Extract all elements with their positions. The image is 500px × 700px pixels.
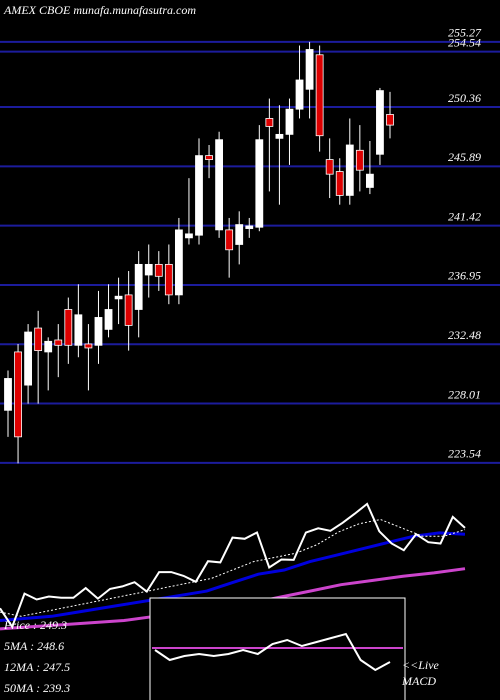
price-line (0, 502, 466, 629)
y-tick-label: 250.36 (448, 91, 481, 105)
candle-body (114, 295, 123, 300)
candle-body (365, 173, 374, 188)
y-tick-label: 223.54 (448, 447, 481, 461)
candle-body (54, 339, 63, 346)
candle-body (255, 139, 264, 228)
y-tick-label: 254.54 (448, 35, 481, 49)
candle-body (195, 155, 203, 236)
candle-body (285, 108, 294, 135)
candle-body (305, 49, 314, 90)
candle-body (4, 378, 12, 411)
candle-body (144, 263, 153, 276)
candle-body (376, 90, 384, 155)
candle-body (94, 317, 103, 346)
candle-body (265, 118, 274, 127)
candle-body (134, 263, 143, 310)
legend-entry: Price : 249.3 (3, 618, 67, 632)
candle-body (34, 327, 43, 352)
candle-body (14, 351, 22, 438)
chart-title: AMEX CBOE munafa.munafasutra.com (3, 3, 196, 17)
candle-body (44, 340, 53, 353)
y-tick-label: 236.95 (448, 269, 481, 283)
y-tick-label: 255.27 (448, 26, 482, 40)
candle-body (275, 133, 284, 139)
candle-body (24, 331, 33, 386)
macd-line (154, 632, 391, 672)
candle-body (154, 263, 163, 277)
candle-body (164, 263, 173, 296)
candle-body (124, 294, 133, 326)
candle-body (355, 149, 364, 171)
candle-body (245, 225, 254, 229)
candle-body (225, 229, 234, 251)
candle-body (205, 155, 213, 160)
candle-body (295, 79, 304, 110)
candle-body (74, 314, 83, 346)
candle-body (215, 139, 224, 231)
y-tick-label: 228.01 (448, 387, 481, 401)
candle-body (104, 309, 113, 330)
macd-label: MACD (401, 674, 436, 688)
candle-body (185, 233, 193, 239)
y-tick-label: 232.48 (448, 328, 481, 342)
candle-body (84, 343, 93, 349)
legend-entry: 12MA : 247.5 (4, 660, 70, 674)
legend-entry: 5MA : 248.6 (4, 639, 64, 653)
candle-body (64, 309, 73, 346)
y-tick-label: 241.42 (448, 209, 481, 223)
candle-body (235, 224, 244, 245)
candle-body (345, 144, 354, 196)
legend-entry: 50MA : 239.3 (4, 681, 70, 695)
candle-body (174, 229, 183, 296)
ma-line (0, 531, 466, 622)
candle-body (386, 114, 394, 126)
candle-body (335, 171, 344, 196)
candle-body (315, 54, 324, 137)
candle-body (325, 159, 334, 175)
y-tick-label: 245.89 (448, 150, 481, 164)
live-label: <<Live (402, 658, 440, 672)
